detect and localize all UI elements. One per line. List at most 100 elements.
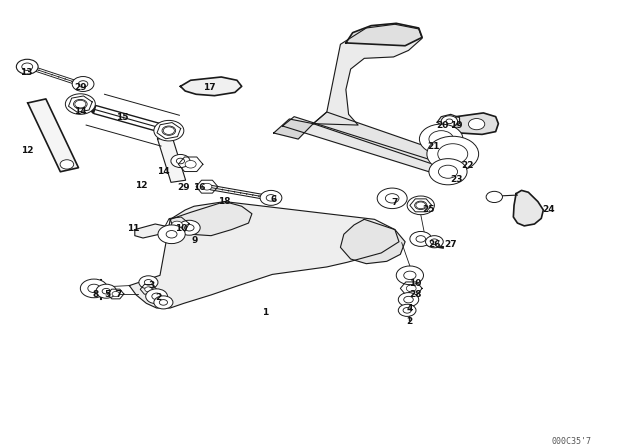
Text: 26: 26 (428, 240, 440, 249)
Text: 14: 14 (157, 167, 170, 176)
Text: 11: 11 (127, 224, 140, 233)
Circle shape (154, 121, 184, 141)
Text: 28: 28 (409, 290, 422, 299)
Text: 9: 9 (191, 236, 198, 246)
Polygon shape (513, 190, 543, 226)
Polygon shape (180, 77, 242, 96)
Circle shape (60, 160, 74, 169)
Text: 16: 16 (193, 183, 205, 192)
Polygon shape (274, 119, 313, 139)
Circle shape (152, 293, 161, 300)
Circle shape (430, 239, 438, 245)
Text: 8: 8 (92, 290, 99, 299)
Text: 21: 21 (427, 142, 439, 151)
Circle shape (377, 188, 407, 209)
Circle shape (72, 77, 94, 91)
Text: 20: 20 (436, 121, 449, 130)
Circle shape (427, 136, 479, 172)
Circle shape (146, 289, 168, 304)
Circle shape (260, 190, 282, 205)
Text: 7: 7 (392, 198, 398, 207)
Circle shape (158, 225, 185, 244)
Circle shape (416, 202, 426, 209)
Circle shape (429, 131, 454, 147)
Text: 12: 12 (21, 146, 33, 155)
Circle shape (96, 284, 116, 298)
Circle shape (441, 116, 458, 127)
Circle shape (426, 236, 444, 248)
Text: 19: 19 (450, 121, 463, 130)
Text: 18: 18 (218, 197, 231, 206)
Circle shape (163, 127, 174, 134)
Text: 5: 5 (104, 290, 111, 299)
Circle shape (406, 285, 416, 292)
Text: 27: 27 (444, 240, 457, 249)
Circle shape (410, 232, 431, 246)
Circle shape (177, 158, 184, 164)
Circle shape (166, 231, 177, 238)
Circle shape (145, 287, 152, 292)
Circle shape (429, 159, 467, 185)
Circle shape (407, 196, 435, 215)
Circle shape (172, 221, 182, 229)
Circle shape (159, 300, 168, 305)
Circle shape (468, 119, 484, 130)
Polygon shape (129, 202, 399, 308)
Circle shape (162, 126, 175, 135)
Circle shape (139, 276, 158, 289)
Circle shape (415, 201, 427, 210)
Text: 000C35'7: 000C35'7 (552, 436, 592, 445)
Circle shape (78, 81, 88, 87)
Circle shape (171, 155, 190, 168)
Text: 29: 29 (74, 83, 86, 92)
Text: 24: 24 (543, 206, 555, 215)
Circle shape (22, 63, 33, 70)
Text: 4: 4 (406, 305, 413, 314)
Circle shape (185, 160, 196, 168)
Circle shape (65, 94, 95, 114)
Text: 14: 14 (74, 108, 86, 116)
Text: 12: 12 (136, 181, 148, 190)
Circle shape (416, 236, 426, 242)
Text: 17: 17 (204, 83, 216, 92)
Text: 15: 15 (116, 113, 129, 122)
Text: 7: 7 (115, 290, 122, 299)
Circle shape (438, 144, 468, 164)
Text: 23: 23 (450, 175, 463, 184)
Circle shape (438, 165, 458, 178)
Polygon shape (157, 137, 186, 182)
Text: 2: 2 (155, 293, 161, 302)
Text: 29: 29 (177, 183, 190, 192)
Circle shape (154, 296, 173, 309)
Circle shape (167, 231, 176, 237)
Polygon shape (28, 99, 79, 172)
Circle shape (75, 100, 86, 108)
Circle shape (81, 279, 108, 298)
Circle shape (179, 220, 200, 235)
Circle shape (145, 280, 152, 285)
Polygon shape (313, 112, 437, 164)
Text: 10: 10 (409, 279, 422, 288)
Circle shape (184, 224, 194, 231)
Circle shape (404, 296, 413, 303)
Text: 25: 25 (422, 206, 435, 215)
Circle shape (112, 292, 120, 297)
Polygon shape (340, 220, 405, 264)
Text: 6: 6 (271, 195, 277, 204)
Polygon shape (437, 114, 460, 127)
Polygon shape (135, 224, 166, 238)
Circle shape (404, 271, 416, 280)
Text: 22: 22 (461, 161, 474, 170)
Circle shape (486, 191, 502, 202)
Text: 3: 3 (148, 281, 154, 290)
Circle shape (266, 194, 276, 201)
Polygon shape (282, 116, 435, 172)
Polygon shape (451, 113, 499, 134)
Circle shape (202, 183, 212, 190)
Text: 10: 10 (175, 224, 188, 233)
Circle shape (398, 304, 416, 316)
Circle shape (387, 194, 397, 202)
Text: 13: 13 (20, 68, 32, 77)
Circle shape (446, 119, 452, 124)
Circle shape (398, 293, 419, 306)
